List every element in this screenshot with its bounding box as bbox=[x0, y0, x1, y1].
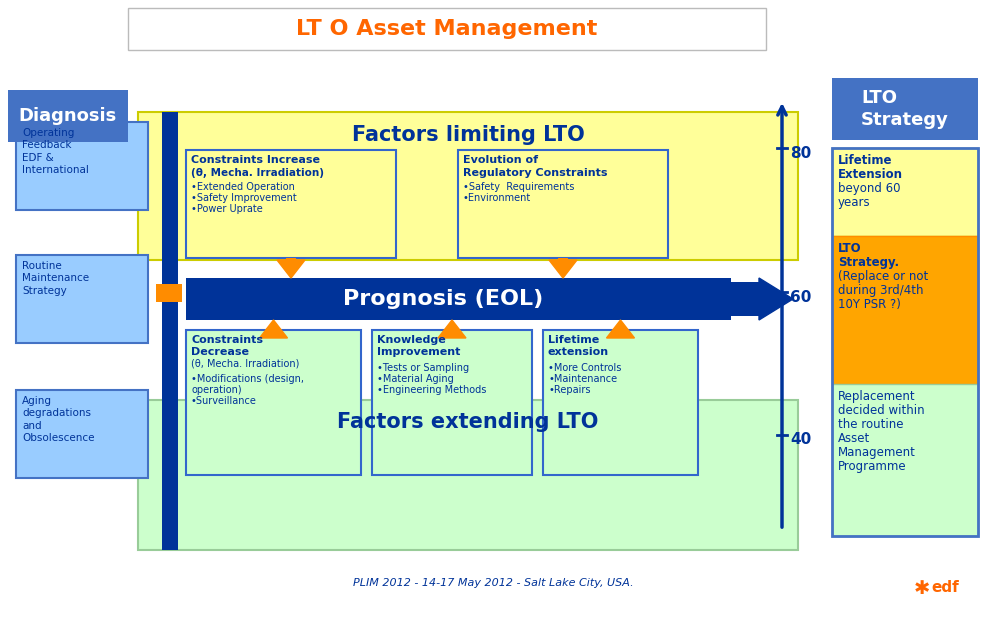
Text: beyond 60: beyond 60 bbox=[838, 182, 900, 195]
Text: LTO: LTO bbox=[838, 242, 862, 255]
Bar bbox=[615, 330, 625, 338]
Polygon shape bbox=[438, 320, 466, 338]
Bar bbox=[16, 390, 148, 478]
Bar bbox=[8, 90, 128, 142]
Text: Routine
Maintenance
Strategy: Routine Maintenance Strategy bbox=[22, 261, 89, 296]
Text: 10Y PSR ?): 10Y PSR ?) bbox=[838, 298, 901, 311]
Text: •Tests or Sampling: •Tests or Sampling bbox=[377, 363, 469, 373]
Text: •Repairs: •Repairs bbox=[548, 385, 591, 395]
Text: extension: extension bbox=[548, 347, 609, 357]
Bar bbox=[16, 122, 148, 210]
Text: •Modifications (design,: •Modifications (design, bbox=[191, 374, 304, 384]
Polygon shape bbox=[277, 260, 305, 278]
Text: Evolution of: Evolution of bbox=[463, 155, 538, 165]
Text: LTO
Strategy: LTO Strategy bbox=[861, 89, 949, 129]
Text: Constraints Increase: Constraints Increase bbox=[191, 155, 320, 165]
Polygon shape bbox=[259, 320, 288, 338]
Bar bbox=[832, 384, 978, 536]
Bar bbox=[832, 78, 978, 140]
Text: the routine: the routine bbox=[838, 418, 903, 431]
Text: Management: Management bbox=[838, 446, 916, 459]
Text: years: years bbox=[838, 196, 871, 209]
Text: Factors limiting LTO: Factors limiting LTO bbox=[352, 125, 585, 145]
Bar bbox=[186, 278, 731, 320]
Text: •Environment: •Environment bbox=[463, 193, 531, 203]
Text: •Surveillance: •Surveillance bbox=[191, 396, 257, 406]
Bar bbox=[832, 148, 978, 536]
Text: 60: 60 bbox=[790, 289, 811, 305]
Text: Asset: Asset bbox=[838, 432, 871, 445]
Bar bbox=[372, 330, 532, 475]
Polygon shape bbox=[759, 278, 793, 320]
Text: Extension: Extension bbox=[838, 168, 903, 181]
Text: Knowledge: Knowledge bbox=[377, 335, 446, 345]
Text: Constraints: Constraints bbox=[191, 335, 263, 345]
Bar bbox=[731, 282, 759, 316]
Text: Decrease: Decrease bbox=[191, 347, 249, 357]
Text: •Material Aging: •Material Aging bbox=[377, 374, 454, 384]
Bar bbox=[156, 284, 182, 302]
Bar bbox=[162, 112, 178, 550]
Polygon shape bbox=[606, 320, 635, 338]
Text: Replacement: Replacement bbox=[838, 390, 916, 403]
Bar bbox=[186, 150, 396, 258]
Text: (Replace or not: (Replace or not bbox=[838, 270, 928, 283]
Text: •Power Uprate: •Power Uprate bbox=[191, 204, 262, 214]
Text: during 3rd/4th: during 3rd/4th bbox=[838, 284, 924, 297]
Text: Aging
degradations
and
Obsolescence: Aging degradations and Obsolescence bbox=[22, 396, 95, 443]
Text: Strategy.: Strategy. bbox=[838, 256, 899, 269]
Text: decided within: decided within bbox=[838, 404, 925, 417]
Bar bbox=[138, 112, 798, 260]
Bar bbox=[832, 236, 978, 384]
Text: 40: 40 bbox=[790, 433, 811, 447]
Bar bbox=[186, 330, 361, 475]
Text: (θ, Mecha. Irradiation): (θ, Mecha. Irradiation) bbox=[191, 359, 300, 369]
Text: 80: 80 bbox=[790, 145, 811, 161]
Bar bbox=[286, 258, 296, 260]
Text: •Extended Operation: •Extended Operation bbox=[191, 182, 295, 192]
Text: Operating
Feedback
EDF &
International: Operating Feedback EDF & International bbox=[22, 128, 89, 175]
Bar bbox=[447, 330, 457, 338]
Text: operation): operation) bbox=[191, 385, 242, 395]
Text: •Safety Improvement: •Safety Improvement bbox=[191, 193, 297, 203]
Text: •Safety  Requirements: •Safety Requirements bbox=[463, 182, 575, 192]
Polygon shape bbox=[549, 260, 577, 278]
Text: ✱: ✱ bbox=[914, 578, 930, 598]
Text: Factors extending LTO: Factors extending LTO bbox=[337, 412, 599, 432]
Text: Prognosis (EOL): Prognosis (EOL) bbox=[343, 289, 543, 309]
Bar bbox=[268, 330, 278, 338]
Text: Improvement: Improvement bbox=[377, 347, 460, 357]
Bar bbox=[832, 148, 978, 236]
Bar bbox=[543, 330, 698, 475]
Text: LT O Asset Management: LT O Asset Management bbox=[297, 19, 598, 39]
Text: Lifetime: Lifetime bbox=[838, 154, 892, 167]
Bar bbox=[16, 255, 148, 343]
Text: Programme: Programme bbox=[838, 460, 906, 473]
Text: Diagnosis: Diagnosis bbox=[19, 107, 117, 125]
Bar bbox=[138, 400, 798, 550]
Bar bbox=[558, 258, 568, 260]
Text: •More Controls: •More Controls bbox=[548, 363, 621, 373]
Text: Regulatory Constraints: Regulatory Constraints bbox=[463, 168, 607, 178]
Text: edf: edf bbox=[931, 580, 958, 596]
Text: •Engineering Methods: •Engineering Methods bbox=[377, 385, 486, 395]
Text: •Maintenance: •Maintenance bbox=[548, 374, 617, 384]
Bar bbox=[128, 8, 766, 50]
Text: Lifetime: Lifetime bbox=[548, 335, 599, 345]
Bar bbox=[458, 150, 668, 258]
Text: PLIM 2012 - 14-17 May 2012 - Salt Lake City, USA.: PLIM 2012 - 14-17 May 2012 - Salt Lake C… bbox=[353, 578, 633, 588]
Text: (θ, Mecha. Irradiation): (θ, Mecha. Irradiation) bbox=[191, 168, 324, 178]
